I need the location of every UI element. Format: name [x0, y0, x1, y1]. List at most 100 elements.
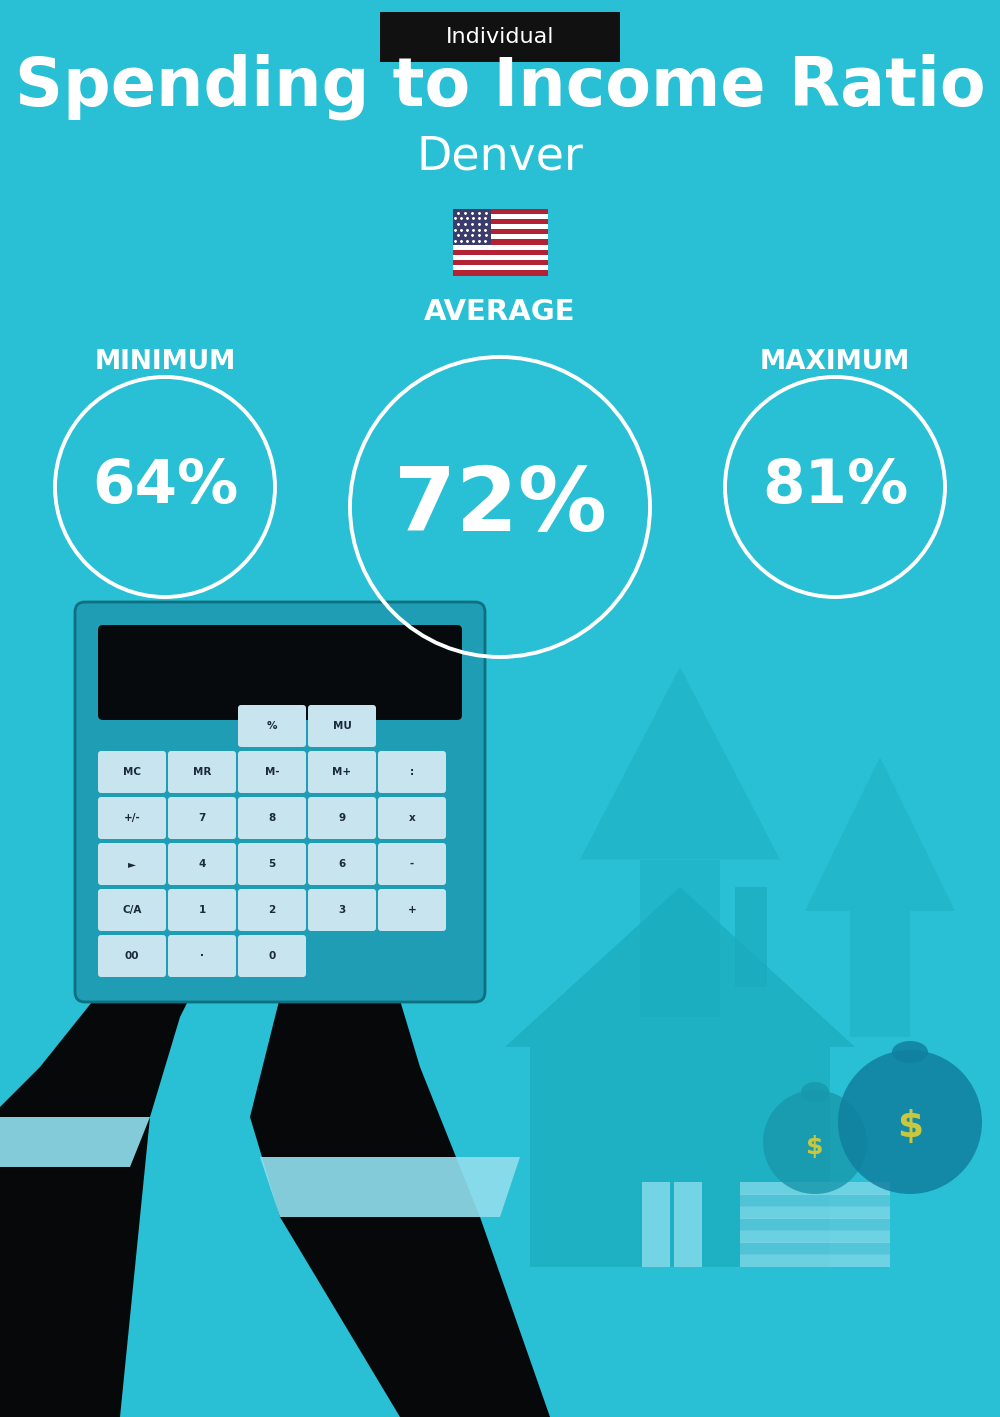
- FancyBboxPatch shape: [98, 796, 166, 839]
- Text: 64%: 64%: [92, 458, 238, 517]
- Text: ·: ·: [200, 951, 204, 961]
- FancyBboxPatch shape: [168, 796, 236, 839]
- FancyBboxPatch shape: [98, 843, 166, 886]
- Polygon shape: [210, 648, 470, 879]
- FancyBboxPatch shape: [98, 888, 166, 931]
- Polygon shape: [505, 887, 855, 1047]
- FancyBboxPatch shape: [378, 843, 446, 886]
- Bar: [740, 1254, 890, 1267]
- Text: 1: 1: [198, 905, 206, 915]
- Text: +/-: +/-: [124, 813, 140, 823]
- Text: %: %: [267, 721, 277, 731]
- Text: 2: 2: [268, 905, 276, 915]
- Bar: [740, 1230, 890, 1243]
- Bar: [740, 1182, 890, 1195]
- Text: MR: MR: [193, 767, 211, 777]
- FancyBboxPatch shape: [75, 602, 485, 1002]
- Bar: [640, 860, 720, 1017]
- FancyBboxPatch shape: [238, 706, 306, 747]
- Polygon shape: [0, 1117, 150, 1168]
- Bar: [453, 255, 548, 261]
- FancyBboxPatch shape: [238, 935, 306, 976]
- Bar: [530, 1047, 830, 1267]
- FancyBboxPatch shape: [238, 751, 306, 794]
- FancyBboxPatch shape: [168, 843, 236, 886]
- Text: MC: MC: [123, 767, 141, 777]
- FancyBboxPatch shape: [308, 751, 376, 794]
- Bar: [453, 214, 548, 218]
- FancyBboxPatch shape: [238, 843, 306, 886]
- Text: 4: 4: [198, 859, 206, 869]
- Text: M-: M-: [265, 767, 279, 777]
- Bar: [740, 1195, 890, 1207]
- Bar: [453, 239, 548, 245]
- Bar: [740, 1206, 890, 1219]
- Bar: [453, 245, 548, 249]
- Text: MINIMUM: MINIMUM: [94, 349, 236, 376]
- Polygon shape: [580, 667, 780, 860]
- FancyBboxPatch shape: [168, 751, 236, 794]
- Text: $: $: [806, 1135, 824, 1159]
- Bar: [642, 1182, 670, 1267]
- Polygon shape: [0, 786, 300, 1417]
- Bar: [735, 887, 767, 988]
- Text: Individual: Individual: [446, 27, 554, 47]
- Bar: [740, 1219, 890, 1231]
- FancyBboxPatch shape: [378, 796, 446, 839]
- Bar: [453, 208, 491, 245]
- Text: 5: 5: [268, 859, 276, 869]
- Text: 6: 6: [338, 859, 346, 869]
- Bar: [453, 261, 548, 265]
- Text: 72%: 72%: [394, 463, 606, 550]
- Text: Denver: Denver: [417, 135, 583, 180]
- Ellipse shape: [892, 1041, 928, 1063]
- Circle shape: [838, 1050, 982, 1195]
- FancyBboxPatch shape: [238, 796, 306, 839]
- Bar: [674, 1182, 702, 1267]
- Ellipse shape: [801, 1083, 829, 1102]
- Bar: [453, 218, 548, 224]
- Text: +: +: [408, 905, 416, 915]
- Text: $: $: [897, 1110, 923, 1145]
- Text: 00: 00: [125, 951, 139, 961]
- Text: MAXIMUM: MAXIMUM: [760, 349, 910, 376]
- Text: C/A: C/A: [122, 905, 142, 915]
- Text: 9: 9: [338, 813, 346, 823]
- Bar: [453, 208, 548, 214]
- Bar: [740, 1241, 890, 1255]
- FancyBboxPatch shape: [308, 706, 376, 747]
- Text: ►: ►: [128, 859, 136, 869]
- Text: :: :: [410, 767, 414, 777]
- FancyBboxPatch shape: [168, 935, 236, 976]
- Text: 8: 8: [268, 813, 276, 823]
- Bar: [380, 11, 620, 62]
- FancyBboxPatch shape: [378, 751, 446, 794]
- Text: AVERAGE: AVERAGE: [424, 298, 576, 326]
- Bar: [453, 271, 548, 275]
- Bar: [453, 265, 548, 271]
- Polygon shape: [805, 757, 955, 911]
- FancyBboxPatch shape: [308, 888, 376, 931]
- Text: 81%: 81%: [762, 458, 908, 517]
- Polygon shape: [260, 1158, 520, 1217]
- Bar: [453, 249, 548, 255]
- Text: Spending to Income Ratio: Spending to Income Ratio: [15, 54, 985, 120]
- Text: x: x: [409, 813, 415, 823]
- FancyBboxPatch shape: [168, 888, 236, 931]
- FancyBboxPatch shape: [378, 888, 446, 931]
- Text: 0: 0: [268, 951, 276, 961]
- Bar: [288, 879, 392, 1067]
- FancyBboxPatch shape: [308, 796, 376, 839]
- Polygon shape: [250, 818, 550, 1417]
- Bar: [850, 911, 910, 1037]
- FancyBboxPatch shape: [238, 888, 306, 931]
- Circle shape: [763, 1090, 867, 1195]
- FancyBboxPatch shape: [98, 751, 166, 794]
- Bar: [453, 224, 548, 230]
- Bar: [453, 234, 548, 239]
- FancyBboxPatch shape: [308, 843, 376, 886]
- FancyBboxPatch shape: [98, 935, 166, 976]
- Text: -: -: [410, 859, 414, 869]
- Text: M+: M+: [332, 767, 352, 777]
- Text: MU: MU: [333, 721, 351, 731]
